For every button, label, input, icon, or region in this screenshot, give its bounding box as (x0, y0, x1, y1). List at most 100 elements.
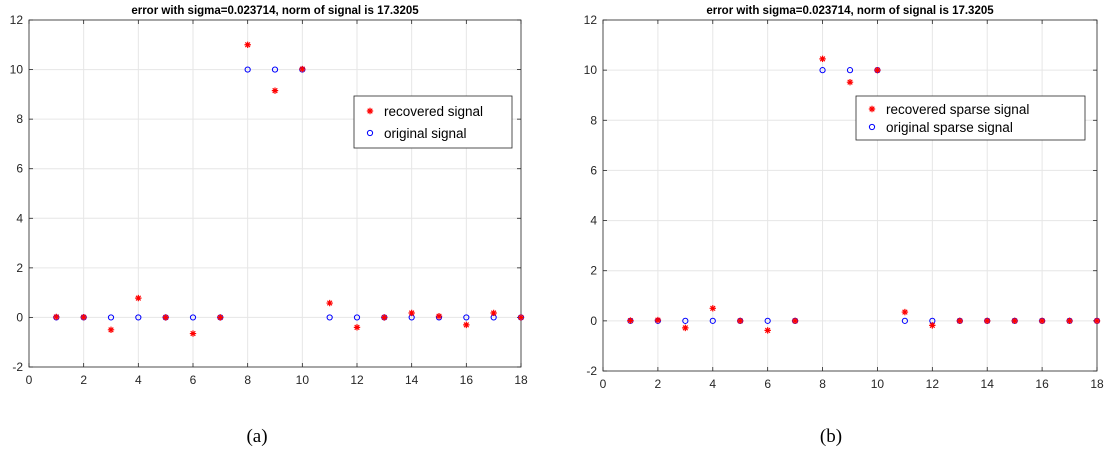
original-point (709, 317, 716, 324)
y-tick-label: -2 (586, 364, 597, 378)
y-tick-label: 2 (16, 261, 23, 275)
x-tick-label: 10 (871, 377, 885, 391)
original-point (764, 317, 771, 324)
x-tick-label: 14 (405, 373, 419, 387)
original-point (271, 66, 279, 73)
chart-title: error with sigma=0.023714, norm of signa… (131, 5, 419, 17)
x-tick-label: 12 (350, 373, 364, 387)
recovered-point (271, 87, 279, 94)
y-tick-label: 6 (16, 162, 23, 176)
recovered-point (107, 326, 115, 334)
y-tick-label: 12 (584, 13, 598, 27)
y-tick-label: 0 (16, 310, 23, 324)
x-tick-label: 14 (981, 377, 995, 391)
x-tick-label: 6 (764, 377, 771, 391)
x-tick-label: 16 (460, 373, 474, 387)
x-tick-label: 8 (244, 373, 251, 387)
legend-box (353, 95, 513, 149)
recovered-point (463, 321, 470, 329)
axes-box (28, 19, 522, 368)
y-tick-label: 4 (590, 214, 597, 228)
recovered-point (764, 327, 771, 334)
x-tick-label: 2 (655, 377, 662, 391)
figure-caption: (a) (246, 426, 267, 447)
legend-label: recovered sparse signal (886, 102, 1029, 117)
axes-box (602, 19, 1098, 372)
y-tick-label: -2 (12, 360, 23, 374)
recovered-point (408, 309, 415, 317)
legend-box (855, 95, 1086, 141)
recovered-point (956, 317, 963, 325)
x-tick-label: 4 (709, 377, 716, 391)
legend-marker (868, 105, 876, 113)
legend-label: recovered signal (384, 104, 483, 119)
original-point (682, 317, 689, 324)
recovered-point (1011, 317, 1018, 325)
y-tick-label: 0 (590, 314, 597, 328)
recovered-point (709, 305, 716, 312)
legend-label: original sparse signal (886, 120, 1013, 135)
recovered-point (874, 66, 881, 74)
y-tick-label: 10 (10, 63, 24, 77)
recovered-point (901, 308, 909, 316)
original-point (135, 314, 142, 321)
original-point (244, 66, 251, 73)
original-point (326, 314, 333, 321)
recovered-point (381, 314, 388, 321)
legend-marker (366, 107, 374, 115)
x-tick-label: 8 (819, 377, 826, 391)
recovered-point (737, 317, 744, 325)
recovered-point (162, 314, 169, 321)
legend-label: original signal (384, 126, 467, 141)
recovered-point (490, 309, 497, 317)
recovered-point (244, 41, 251, 48)
recovered-point (326, 299, 333, 307)
recovered-point (654, 316, 662, 324)
recovered-point (517, 314, 525, 321)
plot-area (603, 20, 1097, 371)
recovered-point (189, 330, 197, 337)
recovered-point (1093, 317, 1101, 325)
recovered-point (1038, 317, 1046, 325)
y-tick-label: 12 (10, 13, 24, 27)
legend-marker (868, 123, 876, 131)
y-tick-label: 8 (590, 113, 597, 127)
recovered-point (217, 314, 224, 321)
x-tick-label: 0 (26, 373, 33, 387)
recovered-point (299, 65, 306, 73)
x-tick-label: 0 (600, 377, 607, 391)
recovered-point (135, 294, 142, 302)
x-tick-label: 12 (926, 377, 940, 391)
recovered-point (80, 313, 87, 321)
recovered-point (435, 312, 443, 320)
x-tick-label: 16 (1035, 377, 1049, 391)
y-tick-label: 6 (590, 163, 597, 177)
recovered-point (846, 78, 854, 86)
recovered-point (984, 317, 991, 325)
figure-caption: (b) (820, 426, 842, 447)
x-tick-label: 4 (135, 373, 142, 387)
x-tick-label: 10 (296, 373, 310, 387)
original-point (107, 314, 115, 321)
recovered-point (682, 324, 689, 332)
chart-title: error with sigma=0.023714, norm of signa… (706, 5, 994, 17)
original-point (463, 314, 470, 321)
y-tick-label: 10 (584, 63, 598, 77)
recovered-point (53, 313, 60, 321)
original-point (846, 67, 854, 74)
recovered-point (1066, 317, 1073, 325)
y-tick-label: 8 (16, 112, 23, 126)
recovered-point (791, 317, 799, 325)
y-tick-label: 2 (590, 264, 597, 278)
recovered-point (353, 324, 361, 331)
recovered-point (819, 55, 826, 63)
original-point (901, 317, 908, 324)
x-tick-label: 6 (190, 373, 197, 387)
recovered-point (929, 322, 936, 329)
recovered-point (627, 317, 634, 324)
x-tick-label: 2 (80, 373, 87, 387)
plot-area (29, 20, 521, 367)
